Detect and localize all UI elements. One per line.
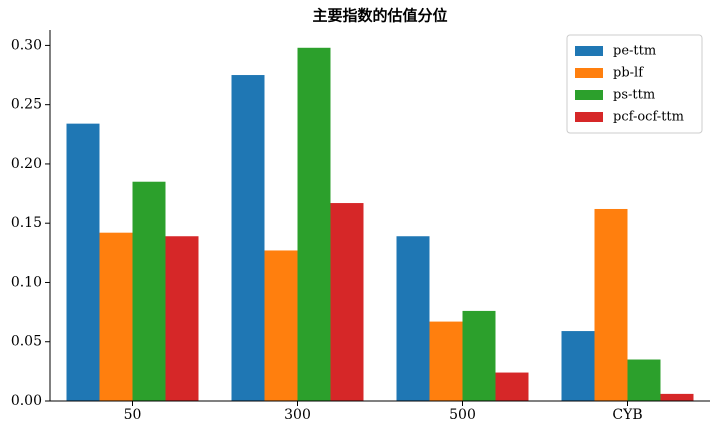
legend-swatch	[575, 112, 603, 122]
x-tick-label: 50	[124, 407, 142, 423]
bar	[99, 232, 133, 401]
x-tick-label: 500	[449, 407, 476, 423]
chart-title: 主要指数的估值分位	[312, 7, 447, 25]
bar	[594, 208, 628, 401]
bar	[66, 123, 100, 401]
y-tick-label: 0.10	[11, 274, 42, 290]
legend-label: pe-ttm	[613, 44, 656, 59]
bar	[132, 181, 166, 401]
bar	[429, 321, 463, 401]
bar	[330, 203, 364, 401]
bar	[660, 393, 694, 401]
bar	[264, 250, 298, 401]
bar	[627, 359, 661, 401]
y-tick-label: 0.30	[11, 37, 42, 53]
bar	[495, 372, 529, 401]
legend-swatch	[575, 90, 603, 100]
legend-box	[566, 34, 703, 134]
bar	[297, 47, 331, 402]
legend-swatch	[575, 68, 603, 78]
legend-swatch	[575, 46, 603, 56]
bar	[561, 331, 595, 401]
y-tick-label: 0.05	[11, 334, 42, 350]
y-tick-label: 0.20	[11, 156, 42, 172]
y-tick-label: 0.00	[11, 393, 42, 409]
y-tick-label: 0.25	[11, 97, 42, 113]
bar	[165, 236, 199, 401]
y-tick-label: 0.15	[11, 215, 42, 231]
bar	[462, 310, 496, 401]
legend-label: pcf-ocf-ttm	[613, 110, 684, 125]
x-tick-label: 300	[284, 407, 311, 423]
legend-label: pb-lf	[613, 66, 644, 81]
bar	[231, 75, 265, 401]
x-tick-label: CYB	[612, 407, 642, 423]
legend-label: ps-ttm	[613, 88, 655, 103]
bar	[396, 236, 430, 401]
